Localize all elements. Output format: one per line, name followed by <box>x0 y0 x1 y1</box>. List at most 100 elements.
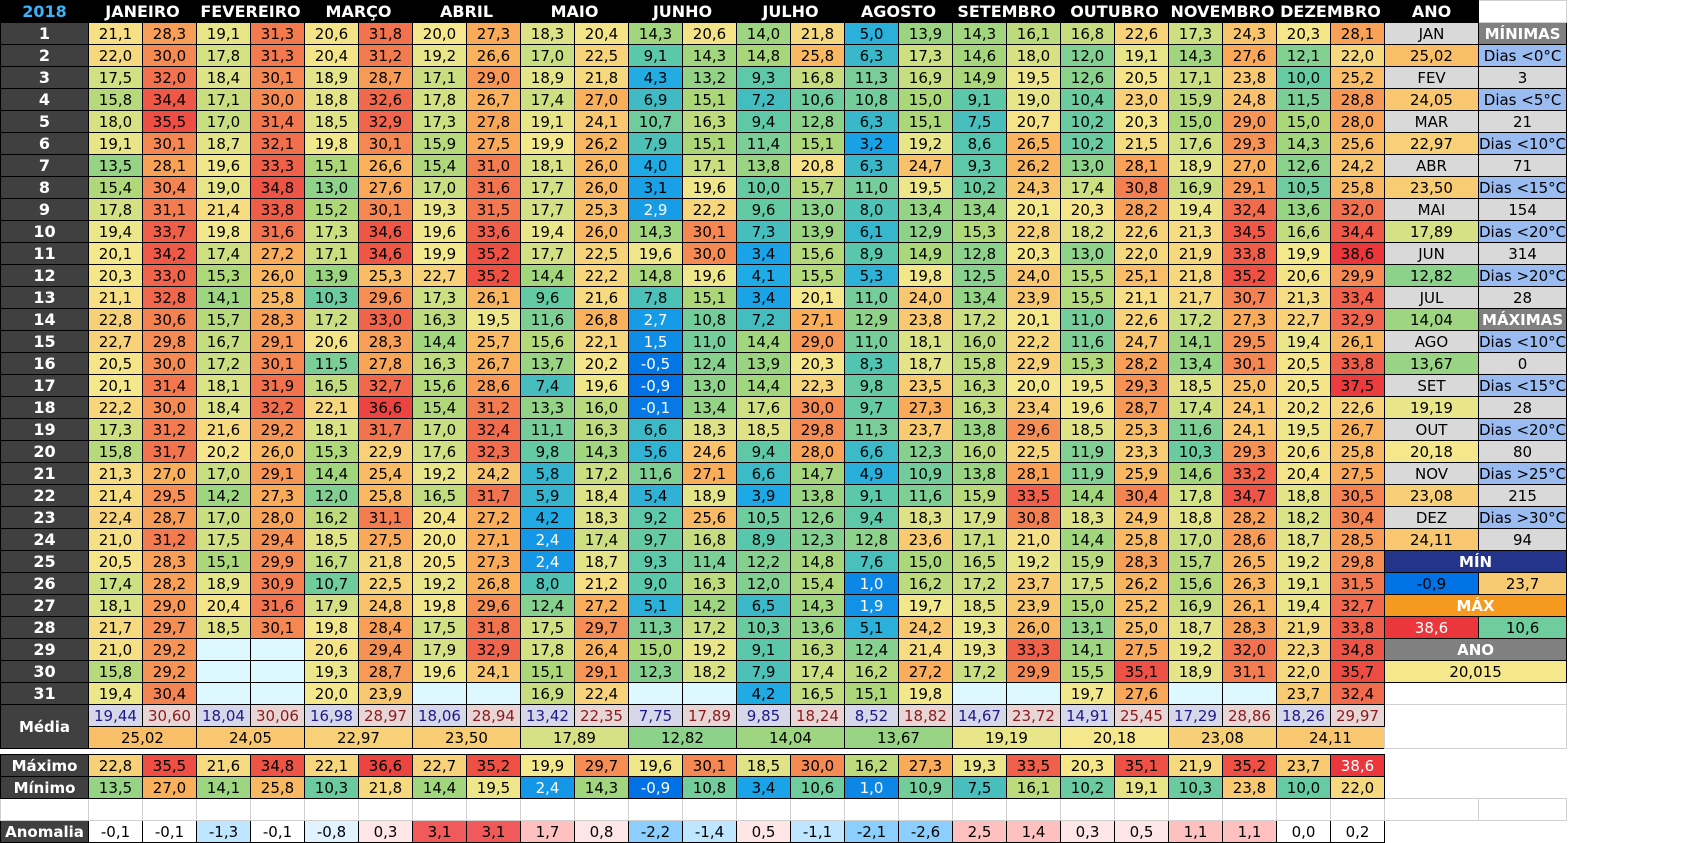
empty-cell[interactable] <box>196 660 251 683</box>
min-temp-cell[interactable]: 19,1 <box>1276 572 1331 595</box>
max-temp-cell[interactable]: 32,0 <box>1222 638 1277 661</box>
min-temp-cell[interactable]: 17,2 <box>196 352 251 375</box>
min-temp-cell[interactable]: 4,1 <box>736 264 791 287</box>
min-temp-cell[interactable]: 11,9 <box>1060 462 1115 485</box>
anomalia-cell[interactable]: 0,8 <box>574 820 629 843</box>
max-temp-cell[interactable]: 28,1 <box>1114 154 1169 177</box>
max-temp-cell[interactable]: 35,2 <box>466 264 521 287</box>
min-temp-cell[interactable]: 5,3 <box>844 264 899 287</box>
max-temp-cell[interactable]: 21,8 <box>790 22 845 45</box>
max-temp-cell[interactable]: 24,8 <box>358 594 413 617</box>
month-header[interactable]: MARÇO <box>304 0 413 23</box>
max-temp-cell[interactable]: 30,6 <box>142 308 197 331</box>
max-temp-cell[interactable]: 27,3 <box>250 484 305 507</box>
min-temp-cell[interactable]: 6,6 <box>628 418 683 441</box>
max-temp-cell[interactable]: 32,9 <box>358 110 413 133</box>
min-temp-cell[interactable]: 19,3 <box>304 660 359 683</box>
min-temp-cell[interactable]: 14,1 <box>1060 638 1115 661</box>
min-temp-cell[interactable]: 21,1 <box>88 286 143 309</box>
min-temp-cell[interactable]: 16,2 <box>844 660 899 683</box>
max-temp-cell[interactable]: 25,9 <box>1114 462 1169 485</box>
max-temp-cell[interactable]: 29,1 <box>1222 176 1277 199</box>
min-temp-cell[interactable]: 8,3 <box>844 352 899 375</box>
min-temp-cell[interactable]: -0,9 <box>628 374 683 397</box>
max-temp-cell[interactable]: 29,9 <box>1330 264 1385 287</box>
min-temp-cell[interactable]: 15,1 <box>520 660 575 683</box>
media-min[interactable]: 16,98 <box>304 704 359 727</box>
min-temp-cell[interactable]: 18,5 <box>952 594 1007 617</box>
min-temp-cell[interactable]: 13,9 <box>736 352 791 375</box>
max-temp-cell[interactable]: 27,5 <box>1330 462 1385 485</box>
min-temp-cell[interactable]: 16,3 <box>412 308 467 331</box>
max-temp-cell[interactable]: 29,1 <box>574 660 629 683</box>
max-temp-cell[interactable]: 33,0 <box>358 308 413 331</box>
empty-cell[interactable] <box>1060 798 1115 821</box>
max-temp-cell[interactable]: 24,0 <box>898 286 953 309</box>
min-temp-cell[interactable]: 21,0 <box>88 528 143 551</box>
max-temp-cell[interactable]: 21,4 <box>898 638 953 661</box>
max-temp-cell[interactable]: 27,3 <box>466 550 521 573</box>
media-month[interactable]: 14,04 <box>736 726 845 749</box>
anomalia-cell[interactable]: 3,1 <box>412 820 467 843</box>
maximo-cell[interactable]: 33,5 <box>1006 754 1061 777</box>
day-number[interactable]: 25 <box>0 550 89 573</box>
max-temp-cell[interactable]: 28,3 <box>142 550 197 573</box>
maximo-cell[interactable]: 29,7 <box>574 754 629 777</box>
min-temp-cell[interactable]: 20,6 <box>1276 440 1331 463</box>
max-temp-cell[interactable]: 31,1 <box>1222 660 1277 683</box>
max-temp-cell[interactable]: 31,6 <box>466 176 521 199</box>
min-temp-cell[interactable]: 15,1 <box>844 682 899 705</box>
anomalia-cell[interactable]: 0,0 <box>1276 820 1331 843</box>
max-temp-cell[interactable]: 37,5 <box>1330 374 1385 397</box>
min-temp-cell[interactable]: 11,5 <box>1276 88 1331 111</box>
max-temp-cell[interactable]: 29,8 <box>790 418 845 441</box>
max-temp-cell[interactable]: 28,2 <box>1114 352 1169 375</box>
max-temp-cell[interactable]: 29,2 <box>142 660 197 683</box>
max-temp-cell[interactable]: 28,5 <box>1330 528 1385 551</box>
max-temp-cell[interactable]: 26,0 <box>574 176 629 199</box>
max-temp-cell[interactable]: 22,8 <box>1006 220 1061 243</box>
min-temp-cell[interactable]: 18,9 <box>304 66 359 89</box>
side-stat-cell[interactable]: MÁXIMAS <box>1477 308 1568 331</box>
min-temp-cell[interactable]: 12,5 <box>952 264 1007 287</box>
min-temp-cell[interactable]: 19,9 <box>520 132 575 155</box>
max-temp-cell[interactable]: 31,4 <box>142 374 197 397</box>
maximo-cell[interactable]: 36,6 <box>358 754 413 777</box>
min-temp-cell[interactable]: 12,8 <box>844 528 899 551</box>
max-temp-cell[interactable]: 18,0 <box>1006 44 1061 67</box>
maximo-cell[interactable]: 23,7 <box>1276 754 1331 777</box>
min-temp-cell[interactable]: 12,0 <box>1060 44 1115 67</box>
min-temp-cell[interactable]: 7,3 <box>736 220 791 243</box>
max-temp-cell[interactable]: 26,2 <box>574 132 629 155</box>
min-temp-cell[interactable]: 18,5 <box>304 528 359 551</box>
side-blank[interactable] <box>1477 0 1568 23</box>
max-temp-cell[interactable]: 17,3 <box>898 44 953 67</box>
min-temp-cell[interactable]: 17,6 <box>412 440 467 463</box>
min-temp-cell[interactable]: 17,5 <box>196 528 251 551</box>
max-temp-cell[interactable]: 27,5 <box>1114 638 1169 661</box>
min-temp-cell[interactable]: 21,0 <box>88 638 143 661</box>
max-temp-cell[interactable]: 22,5 <box>574 242 629 265</box>
min-temp-cell[interactable]: 18,2 <box>1276 506 1331 529</box>
min-temp-cell[interactable]: 16,9 <box>1168 594 1223 617</box>
max-temp-cell[interactable]: 33,8 <box>1330 352 1385 375</box>
max-temp-cell[interactable]: 35,2 <box>1222 264 1277 287</box>
min-temp-cell[interactable]: 17,9 <box>304 594 359 617</box>
gap[interactable] <box>0 748 1567 755</box>
min-temp-cell[interactable]: 15,1 <box>196 550 251 573</box>
max-temp-cell[interactable]: 30,1 <box>250 352 305 375</box>
year-label[interactable]: 2018 <box>0 0 89 23</box>
side-month-cell[interactable]: 25,02 <box>1384 44 1479 67</box>
max-temp-cell[interactable]: 19,2 <box>682 638 737 661</box>
min-temp-cell[interactable]: 10,0 <box>736 176 791 199</box>
max-temp-cell[interactable]: 26,3 <box>1222 572 1277 595</box>
max-temp-cell[interactable]: 24,7 <box>898 154 953 177</box>
max-temp-cell[interactable]: 19,2 <box>1006 550 1061 573</box>
max-temp-cell[interactable]: 28,2 <box>1114 198 1169 221</box>
media-min[interactable]: 9,85 <box>736 704 791 727</box>
media-month[interactable]: 19,19 <box>952 726 1061 749</box>
min-temp-cell[interactable]: 22,1 <box>304 396 359 419</box>
empty-cell[interactable] <box>412 682 467 705</box>
empty-cell[interactable] <box>0 798 89 821</box>
min-temp-cell[interactable]: 17,0 <box>196 462 251 485</box>
